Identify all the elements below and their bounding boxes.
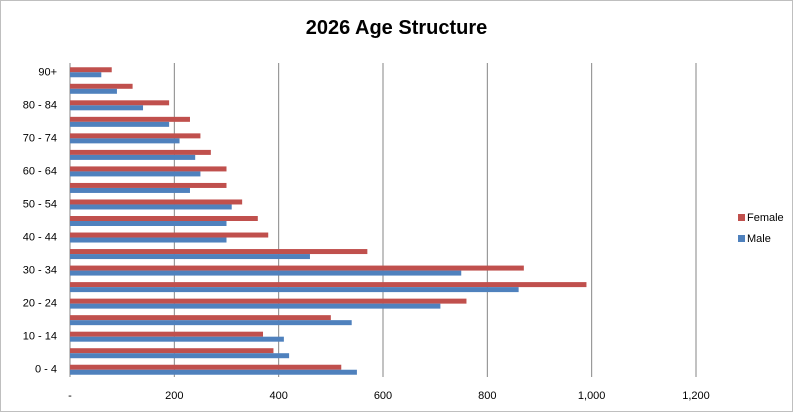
bar-female [70,133,201,139]
x-tick-label: 1,200 [682,390,710,402]
x-tick-label: 1,000 [578,390,606,402]
bar-female [70,83,133,89]
bar-female [70,249,368,255]
category-label: 20 - 24 [23,298,57,310]
bar-female [70,348,274,354]
x-tick-label: 200 [165,390,183,402]
category-label: 50 - 54 [23,198,57,210]
bar-male [70,88,117,94]
category-label: 40 - 44 [23,232,57,244]
bar-female [70,331,264,337]
x-tick-label: 600 [374,390,392,402]
category-label: 90+ [38,66,57,78]
bar-female [70,232,269,238]
bar-male [70,204,232,210]
bar-female [70,149,211,155]
category-label: 10 - 14 [23,331,57,343]
bar-female [70,199,243,205]
bar-male [70,270,462,276]
x-tick-label: 400 [269,390,287,402]
bar-female [70,216,258,221]
bar-female [70,265,524,271]
chart-title: 2026 Age Structure [305,17,488,39]
category-label: 0 - 4 [35,364,57,376]
bar-male [70,336,284,342]
x-tick-label: 800 [478,390,496,402]
category-label: 60 - 64 [23,165,57,177]
category-labels: 0 - 4 10 - 14 20 - 24 30 - 34 40 - 44 50 - 54… [23,66,57,375]
bar-male [70,237,227,243]
category-label: 80 - 84 [23,99,57,111]
bar-male [70,138,180,144]
bar-female [70,166,227,172]
bar-male [70,320,352,326]
bar-female [70,315,331,321]
bar-female [70,67,112,73]
legend-label-female: Female [747,212,784,224]
bar-female [70,282,587,288]
bar-male [70,254,310,260]
legend: Female Male [738,212,784,245]
bars [70,67,587,375]
bar-female [70,298,467,304]
bar-male [70,72,102,78]
legend-label-male: Male [747,233,771,245]
bar-male [70,353,290,359]
bar-female [70,182,227,188]
bar-female [70,100,170,106]
bar-male [70,154,196,160]
bar-female [70,116,190,122]
bar-male [70,171,201,177]
category-label: 30 - 34 [23,265,57,277]
bar-male [70,287,519,293]
bar-male [70,369,357,375]
x-tick-labels: - 200 400 600 800 1,000 1,200 [68,390,710,402]
legend-swatch-male [738,235,745,242]
legend-swatch-female [738,214,745,221]
bar-female [70,364,342,370]
bar-male [70,121,170,127]
bar-male [70,105,144,111]
x-tick-label: - [68,390,72,402]
bar-male [70,221,227,226]
category-label: 70 - 74 [23,132,57,144]
bar-male [70,303,441,309]
bar-male [70,187,190,193]
